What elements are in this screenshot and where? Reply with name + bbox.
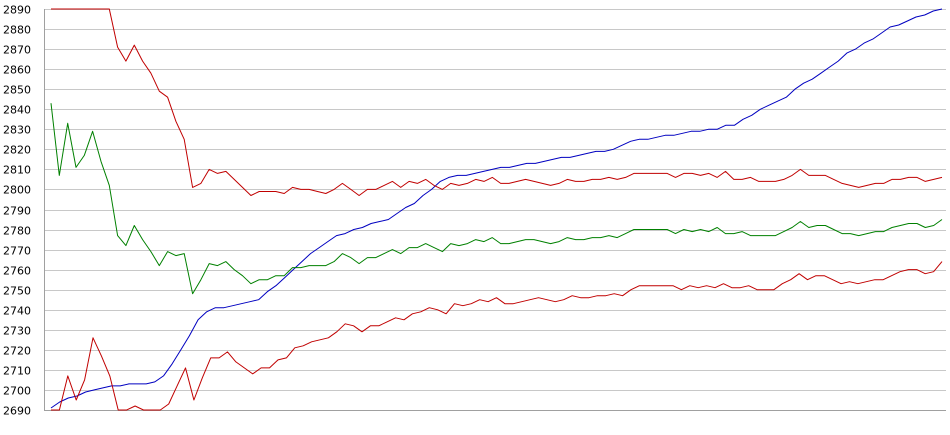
y-tick-label: 2870 bbox=[3, 44, 31, 57]
series-line-3 bbox=[50, 103, 943, 295]
y-tick-label: 2720 bbox=[3, 345, 31, 358]
y-tick-label: 2780 bbox=[3, 225, 31, 238]
y-tick-label: 2770 bbox=[3, 245, 31, 258]
series-group bbox=[50, 8, 943, 411]
y-tick-label: 2860 bbox=[3, 64, 31, 77]
y-tick-label: 2740 bbox=[3, 305, 31, 318]
y-tick-label: 2810 bbox=[3, 164, 31, 177]
series-line-2 bbox=[51, 8, 943, 196]
gridlines bbox=[44, 9, 946, 411]
y-tick-label: 2790 bbox=[3, 205, 31, 218]
y-tick-label: 2850 bbox=[3, 84, 31, 97]
y-tick-label: 2880 bbox=[3, 24, 31, 37]
y-tick-label: 2730 bbox=[3, 325, 31, 338]
y-axis-tick-labels: 2690 2700 2710 2720 2730 2740 2750 2760 2770 2780… bbox=[3, 4, 31, 418]
series-line-4 bbox=[51, 261, 943, 411]
y-tick-label: 2700 bbox=[3, 385, 31, 398]
series-line-1 bbox=[50, 8, 943, 409]
y-tick-label: 2710 bbox=[3, 365, 31, 378]
y-tick-label: 2890 bbox=[3, 4, 31, 17]
y-tick-label: 2760 bbox=[3, 265, 31, 278]
y-tick-label: 2830 bbox=[3, 124, 31, 137]
y-tick-label: 2840 bbox=[3, 104, 31, 117]
y-tick-label: 2820 bbox=[3, 144, 31, 157]
y-tick-label: 2690 bbox=[3, 405, 31, 418]
y-tick-label: 2750 bbox=[3, 285, 31, 298]
y-tick-label: 2800 bbox=[3, 184, 31, 197]
